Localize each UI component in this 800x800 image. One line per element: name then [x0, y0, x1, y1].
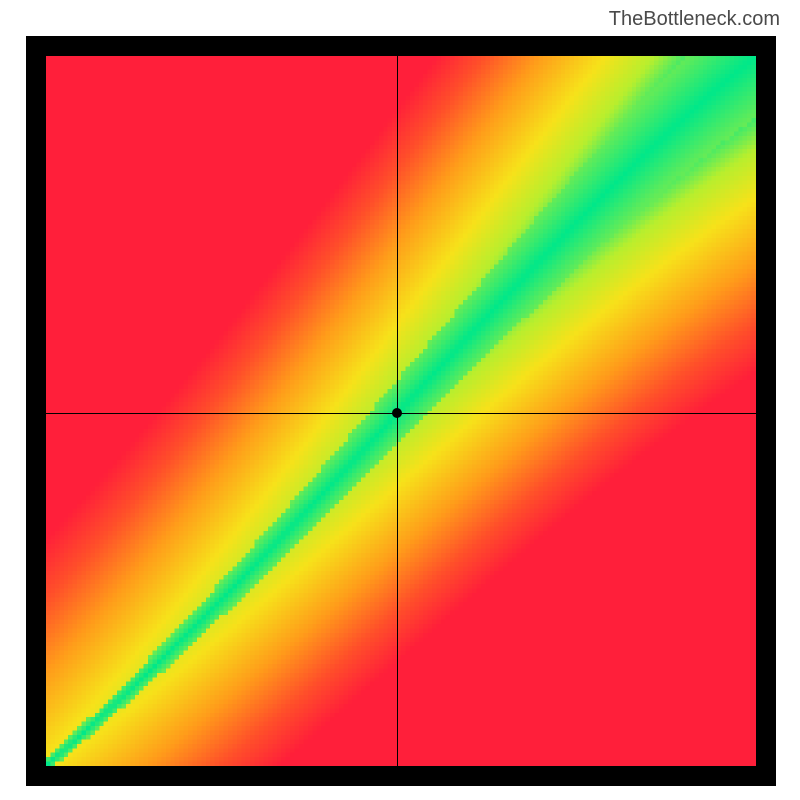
chart-container: TheBottleneck.com — [0, 0, 800, 800]
marker-dot — [392, 408, 402, 418]
plot-area — [46, 56, 756, 766]
watermark-text: TheBottleneck.com — [609, 8, 780, 31]
